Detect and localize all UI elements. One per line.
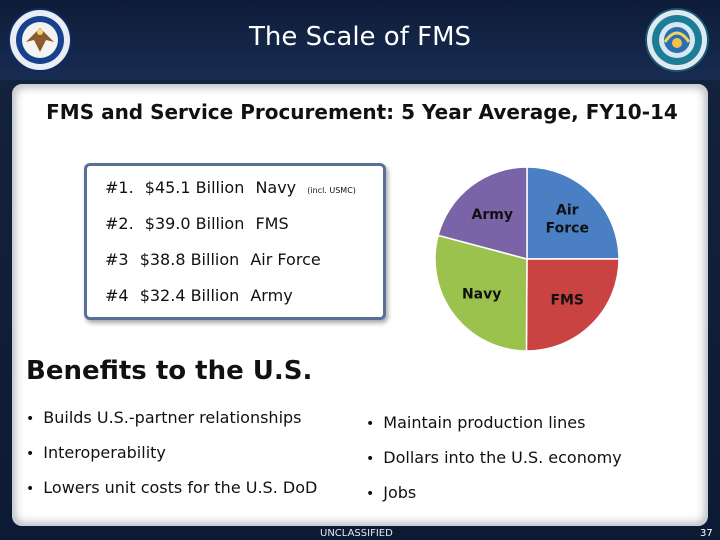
ranking-service: Navy (255, 178, 297, 197)
pie-label-fms: FMS (550, 292, 584, 308)
classification-footer: UNCLASSIFIED (320, 528, 393, 539)
benefit-item: Interoperability (26, 443, 166, 462)
slide-subtitle: FMS and Service Procurement: 5 Year Aver… (46, 100, 678, 124)
benefit-item: Maintain production lines (366, 413, 585, 432)
benefit-item: Dollars into the U.S. economy (366, 448, 621, 467)
ranking-box: #1. $45.1 Billion Navy (incl. USMC) #2. … (84, 163, 386, 320)
ranking-amount: $39.0 Billion (144, 214, 245, 233)
dod-seal-icon (8, 8, 72, 72)
dsca-seal-icon (645, 8, 709, 72)
ranking-amount: $32.4 Billion (139, 286, 240, 305)
ranking-amount: $45.1 Billion (144, 178, 245, 197)
ranking-amount: $38.8 Billion (139, 250, 240, 269)
benefit-item: Lowers unit costs for the U.S. DoD (26, 478, 317, 497)
ranking-rank: #3 (105, 250, 129, 269)
ranking-item: #4 $32.4 Billion Army (105, 286, 395, 305)
benefits-heading: Benefits to the U.S. (26, 356, 313, 386)
ranking-item: #1. $45.1 Billion Navy (incl. USMC) (105, 178, 395, 197)
content-panel: FMS and Service Procurement: 5 Year Aver… (12, 84, 708, 526)
ranking-service: FMS (255, 214, 289, 233)
pie-slice-air-force (526, 166, 620, 260)
pie-slice-navy (434, 234, 528, 352)
page-number: 37 (700, 528, 713, 539)
pie-slice-army (437, 166, 528, 260)
pie-label-army: Army (472, 207, 513, 223)
pie-label-navy: Navy (462, 287, 501, 303)
benefit-item: Jobs (366, 483, 416, 502)
ranking-item: #2. $39.0 Billion FMS (105, 214, 395, 233)
ranking-service: Army (250, 286, 293, 305)
slide-title: The Scale of FMS (248, 22, 472, 52)
procurement-pie-chart: Air Force FMS Navy Army (434, 166, 620, 352)
ranking-item: #3 $38.8 Billion Air Force (105, 250, 395, 269)
ranking-note: (incl. USMC) (307, 186, 356, 195)
pie-slice-fms (525, 258, 620, 352)
ranking-service: Air Force (250, 250, 321, 269)
ranking-rank: #1. (105, 178, 134, 197)
benefit-item: Builds U.S.-partner relationships (26, 408, 301, 427)
slide-header: The Scale of FMS (0, 0, 720, 80)
pie-label-air-force: Air Force (546, 203, 589, 237)
ranking-rank: #2. (105, 214, 134, 233)
ranking-rank: #4 (105, 286, 129, 305)
